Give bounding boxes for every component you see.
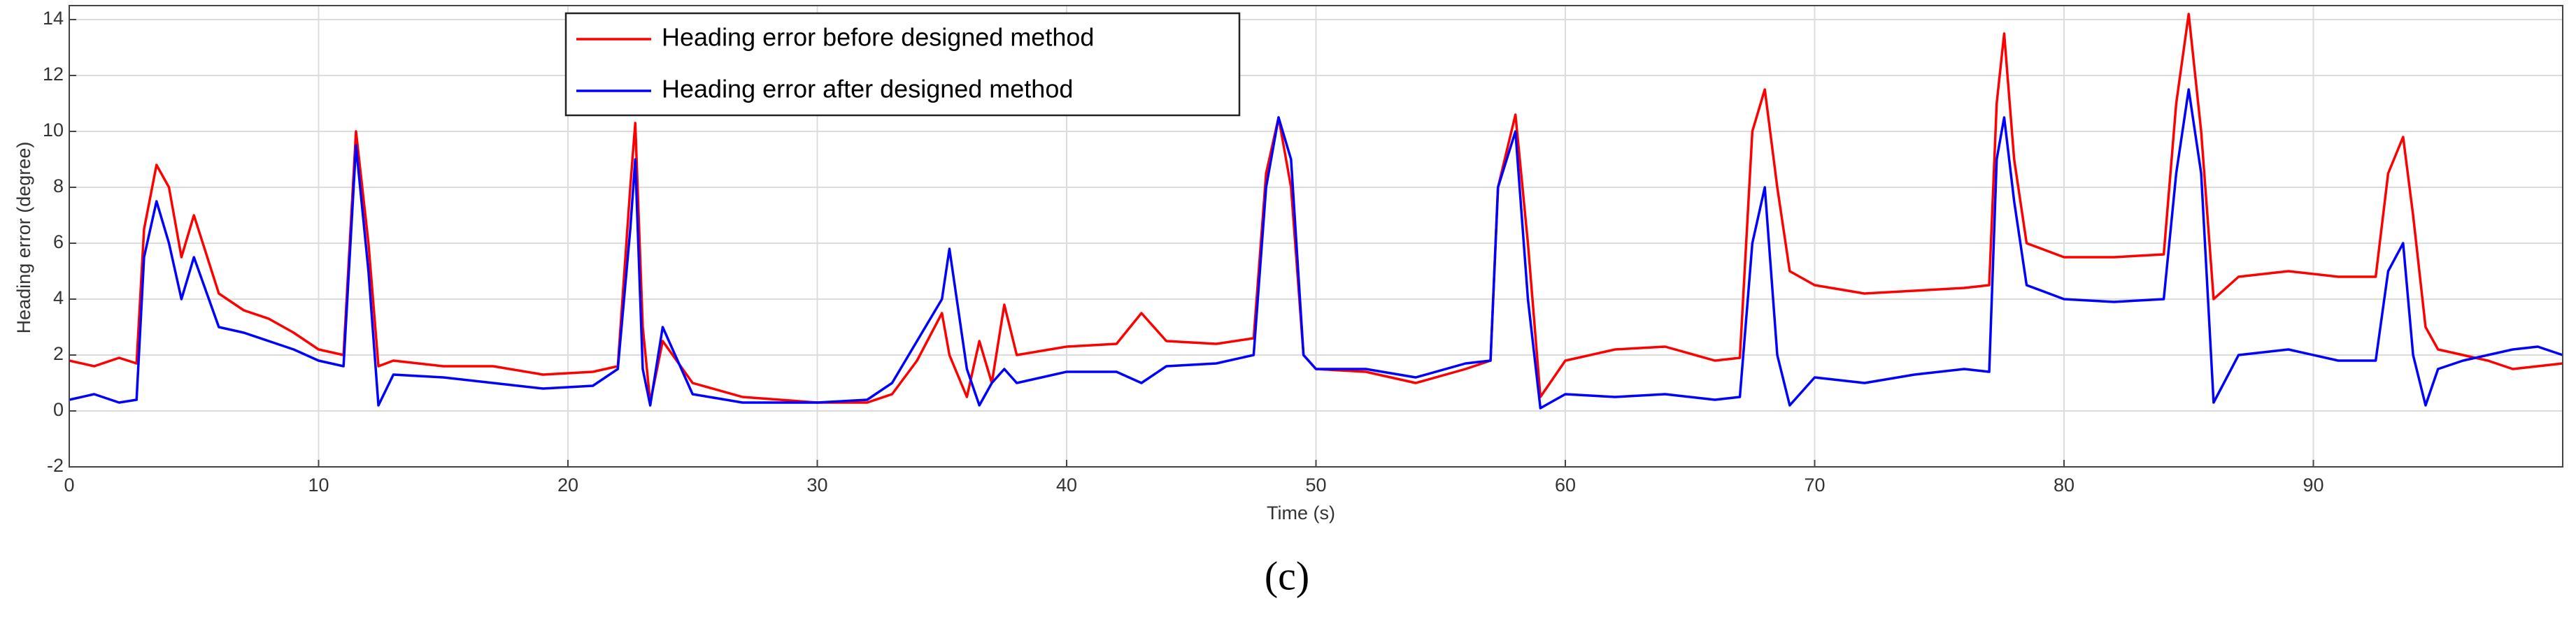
x-tick-label: 70 [1804,475,1825,496]
legend: Heading error before designed method Head… [564,12,1241,117]
x-tick-label: 60 [1555,475,1576,496]
x-tick-label: 20 [557,475,578,496]
y-tick-label: 6 [53,231,64,252]
series-line [69,88,2563,410]
x-tick-label: 80 [2054,475,2075,496]
x-tick-label: 0 [64,475,74,496]
series-line [69,13,2563,404]
x-tick-label: 30 [806,475,827,496]
x-tick-label: 40 [1056,475,1077,496]
x-tick-label: 50 [1305,475,1326,496]
y-tick-label: -2 [47,455,64,476]
x-tick-label: 10 [308,475,329,496]
y-tick-label: 0 [53,399,64,420]
legend-label: Heading error after designed method [662,75,1073,103]
y-tick-label: 2 [53,343,64,364]
y-tick-label: 12 [43,64,64,85]
y-tick-label: 14 [43,8,64,29]
legend-box [564,12,1241,117]
y-tick-label: 4 [53,287,64,308]
legend-label: Heading error before designed method [662,23,1094,52]
y-tick-label: 10 [43,120,64,140]
caption: (c) [1265,553,1309,598]
y-axis-label: Heading error (degree) [13,142,34,334]
x-axis-label: Time (s) [1267,503,1335,523]
y-tick-label: 8 [53,175,64,196]
axes-box [69,5,2563,468]
x-tick-label: 90 [2303,475,2324,496]
